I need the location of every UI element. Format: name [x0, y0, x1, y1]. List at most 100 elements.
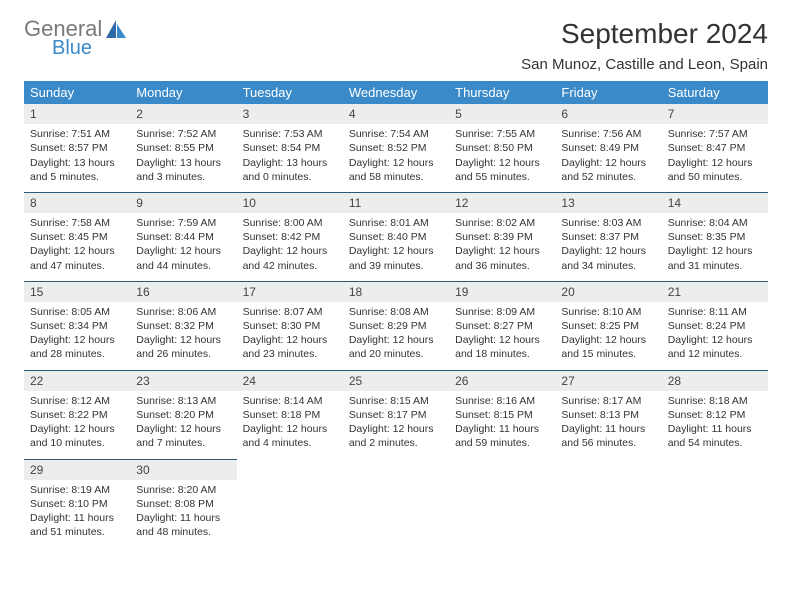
day-detail-sunset: Sunset: 8:32 PM [136, 319, 230, 333]
day-detail-sunrise: Sunrise: 8:13 AM [136, 394, 230, 408]
calendar-cell: 8 Sunrise: 7:58 AMSunset: 8:45 PMDaylight… [24, 192, 130, 281]
calendar-cell: 12Sunrise: 8:02 AMSunset: 8:39 PMDayligh… [449, 192, 555, 281]
day-detail-sunset: Sunset: 8:27 PM [455, 319, 549, 333]
weekday-header: Friday [555, 81, 661, 104]
day-number: 27 [555, 371, 661, 391]
day-detail-sunset: Sunset: 8:35 PM [668, 230, 762, 244]
day-detail-daylight2: and 36 minutes. [455, 259, 549, 273]
day-detail-sunrise: Sunrise: 8:11 AM [668, 305, 762, 319]
day-detail-daylight2: and 55 minutes. [455, 170, 549, 184]
day-number: 22 [24, 371, 130, 391]
day-detail-daylight1: Daylight: 12 hours [30, 244, 124, 258]
day-detail-sunrise: Sunrise: 8:16 AM [455, 394, 549, 408]
location-label: San Munoz, Castille and Leon, Spain [521, 56, 768, 73]
calendar-row: 1Sunrise: 7:51 AMSunset: 8:57 PMDaylight… [24, 104, 768, 192]
day-detail-daylight2: and 50 minutes. [668, 170, 762, 184]
day-detail-daylight2: and 2 minutes. [349, 436, 443, 450]
day-number: 16 [130, 282, 236, 302]
weekday-header: Sunday [24, 81, 130, 104]
day-detail-daylight1: Daylight: 11 hours [136, 511, 230, 525]
day-detail-sunrise: Sunrise: 8:07 AM [243, 305, 337, 319]
day-detail-daylight1: Daylight: 12 hours [455, 333, 549, 347]
day-number: 17 [237, 282, 343, 302]
day-detail-daylight2: and 48 minutes. [136, 525, 230, 539]
day-detail-daylight2: and 52 minutes. [561, 170, 655, 184]
day-number: 2 [130, 104, 236, 124]
day-detail-daylight1: Daylight: 12 hours [243, 244, 337, 258]
day-detail-sunset: Sunset: 8:17 PM [349, 408, 443, 422]
day-detail-sunrise: Sunrise: 8:17 AM [561, 394, 655, 408]
day-detail-sunset: Sunset: 8:08 PM [136, 497, 230, 511]
day-detail-sunrise: Sunrise: 7:56 AM [561, 127, 655, 141]
calendar-cell: 18Sunrise: 8:08 AMSunset: 8:29 PMDayligh… [343, 281, 449, 370]
calendar-cell: 24Sunrise: 8:14 AMSunset: 8:18 PMDayligh… [237, 370, 343, 459]
day-detail-daylight1: Daylight: 13 hours [243, 156, 337, 170]
day-number: 8 [24, 193, 130, 213]
calendar-cell [662, 459, 768, 547]
day-detail-daylight2: and 51 minutes. [30, 525, 124, 539]
calendar-cell: 20Sunrise: 8:10 AMSunset: 8:25 PMDayligh… [555, 281, 661, 370]
calendar-row: 15Sunrise: 8:05 AMSunset: 8:34 PMDayligh… [24, 281, 768, 370]
day-detail-daylight1: Daylight: 12 hours [30, 422, 124, 436]
day-detail-sunrise: Sunrise: 7:58 AM [30, 216, 124, 230]
day-detail-daylight2: and 54 minutes. [668, 436, 762, 450]
day-detail-sunset: Sunset: 8:50 PM [455, 141, 549, 155]
day-detail-sunset: Sunset: 8:54 PM [243, 141, 337, 155]
day-detail-sunset: Sunset: 8:18 PM [243, 408, 337, 422]
day-number: 18 [343, 282, 449, 302]
day-detail-sunset: Sunset: 8:44 PM [136, 230, 230, 244]
day-detail-daylight1: Daylight: 12 hours [136, 244, 230, 258]
day-detail-sunset: Sunset: 8:49 PM [561, 141, 655, 155]
day-detail-daylight2: and 44 minutes. [136, 259, 230, 273]
day-number: 9 [130, 193, 236, 213]
day-detail-sunrise: Sunrise: 8:01 AM [349, 216, 443, 230]
day-number: 7 [662, 104, 768, 124]
day-detail-sunset: Sunset: 8:24 PM [668, 319, 762, 333]
day-detail-daylight1: Daylight: 12 hours [455, 156, 549, 170]
calendar-cell: 3Sunrise: 7:53 AMSunset: 8:54 PMDaylight… [237, 104, 343, 192]
day-detail-sunset: Sunset: 8:20 PM [136, 408, 230, 422]
calendar-cell: 21Sunrise: 8:11 AMSunset: 8:24 PMDayligh… [662, 281, 768, 370]
calendar-cell: 30Sunrise: 8:20 AMSunset: 8:08 PMDayligh… [130, 459, 236, 547]
day-detail-daylight1: Daylight: 12 hours [30, 333, 124, 347]
day-number: 11 [343, 193, 449, 213]
day-detail-sunrise: Sunrise: 7:54 AM [349, 127, 443, 141]
day-number: 13 [555, 193, 661, 213]
day-detail-daylight2: and 10 minutes. [30, 436, 124, 450]
day-detail-sunset: Sunset: 8:40 PM [349, 230, 443, 244]
day-number: 19 [449, 282, 555, 302]
day-detail-daylight2: and 0 minutes. [243, 170, 337, 184]
day-number: 30 [130, 460, 236, 480]
day-detail-sunset: Sunset: 8:45 PM [30, 230, 124, 244]
calendar-cell: 2Sunrise: 7:52 AMSunset: 8:55 PMDaylight… [130, 104, 236, 192]
day-detail-sunset: Sunset: 8:37 PM [561, 230, 655, 244]
day-detail-sunrise: Sunrise: 8:15 AM [349, 394, 443, 408]
day-detail-daylight2: and 28 minutes. [30, 347, 124, 361]
day-detail-sunrise: Sunrise: 8:02 AM [455, 216, 549, 230]
day-detail-daylight2: and 18 minutes. [455, 347, 549, 361]
month-title: September 2024 [521, 18, 768, 50]
day-detail-sunrise: Sunrise: 7:53 AM [243, 127, 337, 141]
calendar-body: 1Sunrise: 7:51 AMSunset: 8:57 PMDaylight… [24, 104, 768, 547]
calendar-cell: 9Sunrise: 7:59 AMSunset: 8:44 PMDaylight… [130, 192, 236, 281]
day-detail-daylight2: and 58 minutes. [349, 170, 443, 184]
day-detail-sunrise: Sunrise: 8:00 AM [243, 216, 337, 230]
day-number: 26 [449, 371, 555, 391]
day-detail-daylight1: Daylight: 12 hours [349, 156, 443, 170]
day-detail-sunset: Sunset: 8:25 PM [561, 319, 655, 333]
day-detail-sunset: Sunset: 8:57 PM [30, 141, 124, 155]
day-detail-daylight1: Daylight: 12 hours [668, 156, 762, 170]
day-detail-daylight2: and 56 minutes. [561, 436, 655, 450]
day-detail-sunset: Sunset: 8:52 PM [349, 141, 443, 155]
day-detail-daylight1: Daylight: 13 hours [136, 156, 230, 170]
weekday-header: Monday [130, 81, 236, 104]
day-detail-daylight2: and 7 minutes. [136, 436, 230, 450]
logo-text-stack: General Blue [24, 18, 102, 58]
day-detail-sunrise: Sunrise: 8:08 AM [349, 305, 443, 319]
day-detail-sunset: Sunset: 8:22 PM [30, 408, 124, 422]
day-detail-daylight2: and 42 minutes. [243, 259, 337, 273]
calendar-row: 29Sunrise: 8:19 AMSunset: 8:10 PMDayligh… [24, 459, 768, 547]
day-detail-daylight2: and 12 minutes. [668, 347, 762, 361]
calendar-cell: 25Sunrise: 8:15 AMSunset: 8:17 PMDayligh… [343, 370, 449, 459]
day-detail-daylight2: and 39 minutes. [349, 259, 443, 273]
